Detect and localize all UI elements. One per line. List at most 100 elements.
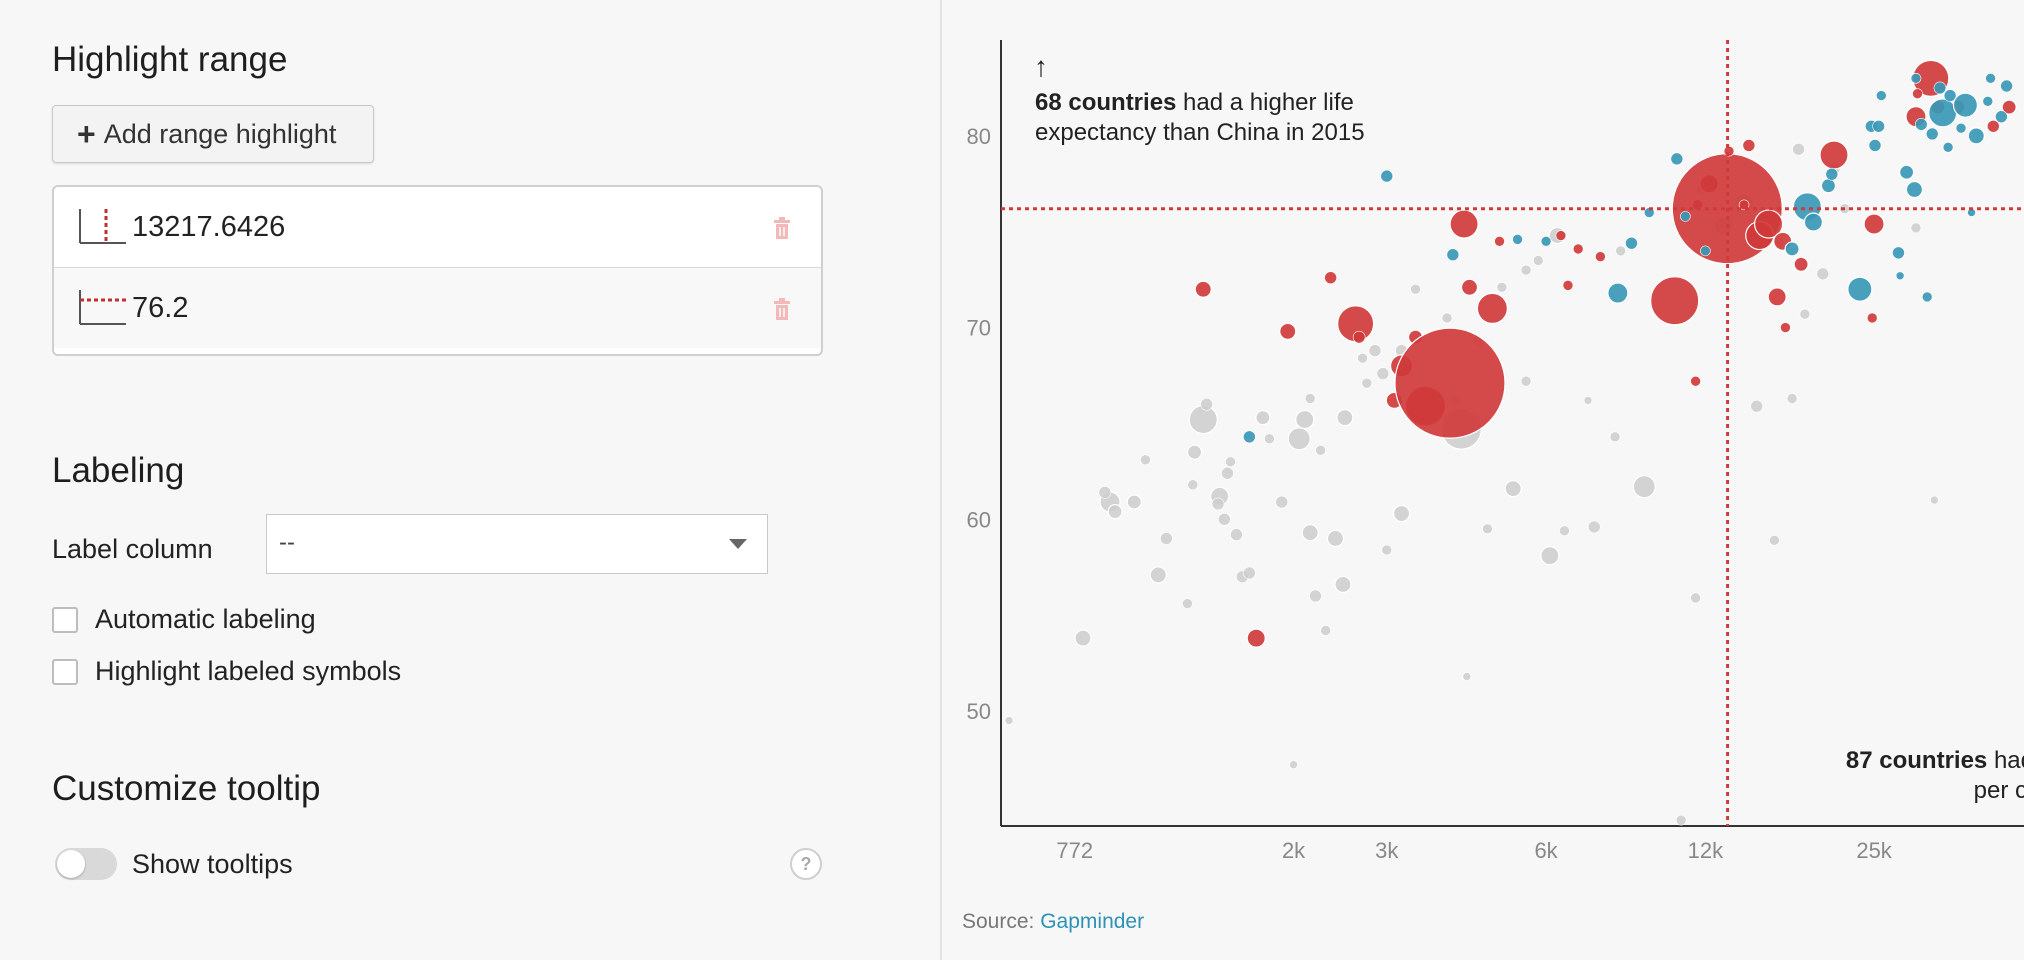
red-data-point [1863, 213, 1885, 235]
red-data-point [1793, 256, 1809, 272]
red-data-point [1572, 243, 1584, 255]
add-range-highlight-button[interactable]: + Add range highlight [52, 105, 374, 163]
trash-icon[interactable] [772, 217, 792, 239]
gray-data-point [1255, 410, 1271, 426]
gray-data-point [1583, 396, 1593, 405]
panel-divider[interactable] [940, 0, 942, 960]
red-data-point [1742, 139, 1756, 152]
trash-icon[interactable] [772, 298, 792, 320]
gray-data-point [1587, 520, 1601, 534]
gray-data-point [1295, 409, 1315, 430]
x-tick-label: 772 [1056, 838, 1093, 863]
red-data-point [1394, 327, 1506, 439]
gray-data-point [1320, 625, 1331, 636]
blue-data-point [1803, 212, 1824, 232]
label-column-value: -- [279, 529, 295, 556]
chart-source: Source: Gapminder [962, 910, 1144, 934]
gray-data-point [1287, 427, 1311, 451]
range-item-horizontal[interactable]: 76.2 [54, 268, 821, 348]
plus-icon: + [77, 116, 96, 152]
gray-data-point [1334, 575, 1352, 594]
blue-data-point [1446, 248, 1460, 262]
red-data-point [1494, 235, 1505, 247]
gray-data-point [1200, 397, 1213, 411]
gray-data-point [1211, 497, 1225, 511]
blue-data-point [1910, 73, 1922, 84]
gray-data-point [1221, 466, 1234, 480]
gray-data-point [1243, 566, 1256, 580]
x-tick-label: 3k [1375, 838, 1399, 863]
gray-data-point [1107, 504, 1123, 520]
chevron-down-icon [729, 539, 747, 549]
gray-data-point [1381, 544, 1393, 556]
blue-data-point [1872, 119, 1885, 133]
red-data-point [1555, 230, 1567, 241]
gray-data-point [1910, 222, 1922, 234]
blue-data-point [1607, 282, 1629, 304]
highlight-labeled-row[interactable]: Highlight labeled symbols [52, 656, 401, 687]
gray-data-point [1187, 479, 1199, 491]
blue-data-point [1820, 178, 1837, 194]
range-value[interactable]: 76.2 [132, 292, 189, 324]
gray-data-point [1615, 245, 1626, 257]
gray-data-point [1609, 431, 1621, 443]
range-list: 13217.6426 76.2 [52, 185, 823, 356]
gray-data-point [1816, 267, 1830, 281]
gray-data-point [1392, 504, 1411, 523]
source-label: Source: [962, 910, 1035, 933]
source-link[interactable]: Gapminder [1040, 910, 1145, 933]
gray-data-point [1520, 264, 1532, 276]
blue-data-point [1243, 430, 1256, 444]
blue-data-point [1892, 246, 1905, 260]
automatic-labeling-row[interactable]: Automatic labeling [52, 604, 316, 635]
gray-data-point [1309, 589, 1322, 603]
automatic-labeling-checkbox[interactable] [52, 606, 78, 633]
x-tick-label: 25k [1856, 838, 1892, 863]
range-value[interactable]: 13217.6426 [132, 211, 286, 243]
gray-data-point [1218, 512, 1231, 526]
y-tick-label: 80 [967, 124, 991, 149]
gray-data-point [1482, 523, 1493, 535]
gray-data-point [1074, 629, 1092, 647]
show-tooltips-toggle[interactable] [55, 848, 117, 880]
label-column-label: Label column [52, 534, 213, 564]
gray-data-point [1336, 409, 1354, 427]
help-icon[interactable]: ? [790, 848, 822, 880]
gray-data-point [1750, 399, 1763, 413]
blue-data-point [1700, 245, 1711, 257]
annotation-bottom-count: 87 countries [1846, 747, 1987, 774]
red-data-point [1650, 276, 1700, 326]
blue-data-point [1914, 118, 1928, 131]
highlight-range-title: Highlight range [52, 40, 288, 79]
blue-data-point [1928, 98, 1958, 128]
chart-preview: 80 70 60 50 772 2k 3k 6k 12k 25k ↑ 68 countries had… [942, 0, 2024, 960]
y-tick-label: 60 [967, 507, 991, 532]
gray-data-point [1504, 479, 1522, 498]
blue-data-point [1680, 211, 1691, 222]
gray-data-point [1304, 393, 1316, 404]
red-data-point [1324, 271, 1337, 285]
label-column-select[interactable]: -- [266, 514, 768, 574]
gray-data-point [1315, 444, 1326, 456]
red-data-point [1819, 140, 1849, 170]
gray-data-point [1690, 592, 1701, 604]
gray-data-point [1301, 524, 1319, 542]
y-tick-label: 50 [967, 699, 991, 724]
blue-data-point [1847, 276, 1873, 302]
editor-panel: Highlight range + Add range highlight 13… [0, 0, 940, 960]
annotation-bottom-line1: 87 countries had [1846, 747, 2024, 774]
toggle-knob [57, 850, 85, 878]
gray-data-point [1186, 444, 1203, 460]
gray-data-point [1532, 255, 1544, 266]
blue-data-point [1868, 139, 1882, 152]
gray-data-point [1792, 142, 1805, 156]
gray-data-point [1930, 495, 1939, 505]
range-item-vertical[interactable]: 13217.6426 [54, 187, 821, 268]
blue-data-point [1942, 142, 1954, 153]
annotation-arrow: ↑ [1034, 51, 1048, 82]
gray-data-point [1540, 546, 1560, 566]
gray-data-point [1098, 486, 1112, 499]
blue-data-point [1625, 236, 1638, 250]
data-points [1004, 59, 2017, 826]
highlight-labeled-checkbox[interactable] [52, 658, 78, 685]
